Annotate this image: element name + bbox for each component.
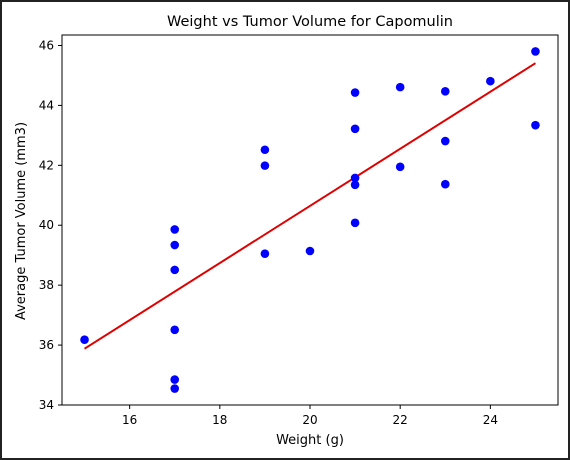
plot-frame — [61, 34, 559, 406]
data-point — [440, 87, 450, 96]
x-tick-label: 24 — [483, 413, 498, 427]
axes-layer: 16 18 20 22 24 34 36 38 40 42 44 46 — [39, 34, 559, 427]
data-point — [170, 225, 180, 234]
y-tick-label: 34 — [39, 398, 54, 412]
data-point — [350, 124, 360, 134]
data-point — [531, 120, 540, 130]
x-tick-label: 16 — [122, 413, 137, 427]
y-tick-label: 36 — [39, 338, 54, 352]
data-point — [395, 82, 405, 92]
data-point — [440, 179, 450, 189]
data-point — [260, 249, 270, 259]
data-point — [260, 161, 270, 170]
regression-layer — [84, 62, 536, 350]
y-tick-label: 42 — [39, 158, 54, 172]
data-point — [350, 173, 360, 183]
data-point — [170, 384, 180, 393]
y-tick-label: 46 — [39, 38, 54, 52]
y-tick-label: 44 — [39, 98, 54, 112]
data-point — [395, 162, 405, 172]
data-point — [260, 145, 270, 155]
data-point — [305, 246, 315, 256]
data-point — [350, 180, 360, 190]
data-point — [170, 240, 180, 250]
data-point — [170, 265, 180, 275]
x-tick-label: 18 — [212, 413, 227, 427]
x-tick-label: 20 — [302, 413, 317, 427]
y-tick-label: 38 — [39, 278, 54, 292]
x-tick-label: 22 — [393, 413, 408, 427]
y-axis-label: Average Tumor Volume (mm3) — [14, 122, 29, 320]
data-point — [80, 335, 89, 344]
chart-title: Weight vs Tumor Volume for Capomulin — [167, 14, 453, 30]
regression-line — [84, 62, 536, 350]
data-point — [440, 136, 450, 146]
points-layer — [80, 47, 540, 393]
data-point — [486, 76, 495, 86]
data-point — [531, 47, 540, 56]
data-point — [350, 88, 360, 97]
data-point — [350, 218, 360, 228]
data-point — [170, 325, 180, 335]
x-axis-label: Weight (g) — [276, 433, 344, 448]
data-point — [170, 375, 180, 384]
y-tick-label: 40 — [39, 218, 54, 232]
